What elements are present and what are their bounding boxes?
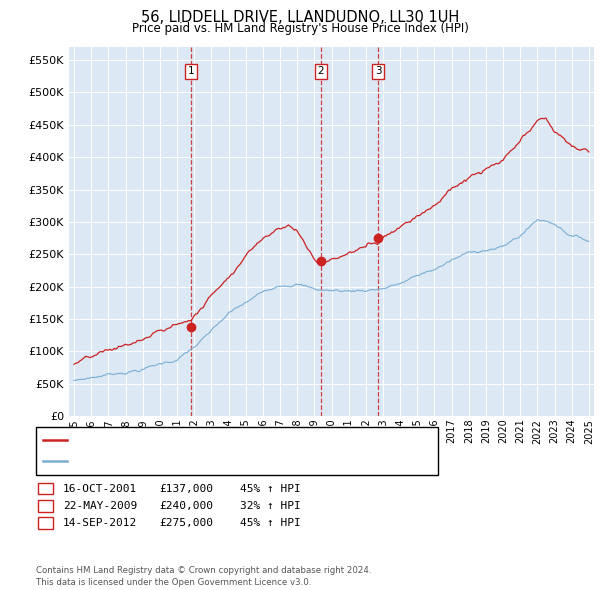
Text: 56, LIDDELL DRIVE, LLANDUDNO, LL30 1UH: 56, LIDDELL DRIVE, LLANDUDNO, LL30 1UH [141,10,459,25]
Text: £275,000: £275,000 [159,518,213,527]
Text: 2: 2 [317,66,324,76]
Text: 32% ↑ HPI: 32% ↑ HPI [240,501,301,510]
Text: 2: 2 [42,501,49,510]
Text: £240,000: £240,000 [159,501,213,510]
Text: £137,000: £137,000 [159,484,213,493]
Text: 16-OCT-2001: 16-OCT-2001 [63,484,137,493]
Text: 45% ↑ HPI: 45% ↑ HPI [240,518,301,527]
Text: 3: 3 [374,66,382,76]
Text: Price paid vs. HM Land Registry's House Price Index (HPI): Price paid vs. HM Land Registry's House … [131,22,469,35]
Text: 22-MAY-2009: 22-MAY-2009 [63,501,137,510]
Text: 56, LIDDELL DRIVE, LLANDUDNO, LL30 1UH (detached house): 56, LIDDELL DRIVE, LLANDUDNO, LL30 1UH (… [71,435,392,445]
Text: Contains HM Land Registry data © Crown copyright and database right 2024.
This d: Contains HM Land Registry data © Crown c… [36,566,371,587]
Text: 1: 1 [42,484,49,493]
Text: 45% ↑ HPI: 45% ↑ HPI [240,484,301,493]
Text: 3: 3 [42,518,49,527]
Text: 14-SEP-2012: 14-SEP-2012 [63,518,137,527]
Text: HPI: Average price, detached house, Conwy: HPI: Average price, detached house, Conw… [71,457,299,467]
Text: 1: 1 [187,66,194,76]
